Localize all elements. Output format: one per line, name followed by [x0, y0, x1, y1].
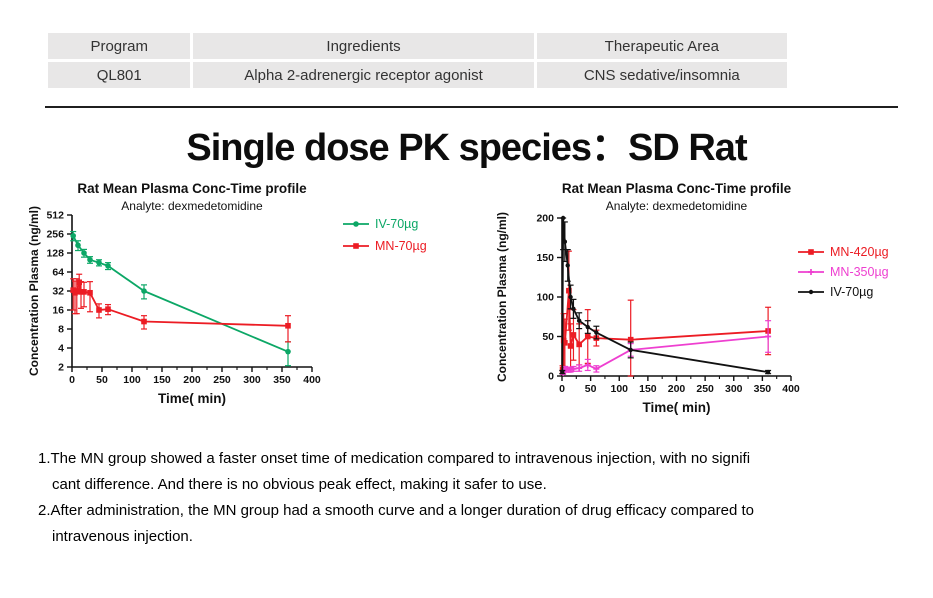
table-row: QL801 Alpha 2-adrenergic receptor agonis… [48, 62, 787, 88]
svg-text:Time( min): Time( min) [158, 391, 226, 406]
svg-text:2: 2 [58, 362, 64, 374]
left-chart-legend: IV-70µg MN-70µg [343, 216, 427, 253]
legend-label: MN-420µg [830, 244, 889, 259]
legend-item: MN-420µg [798, 244, 889, 259]
legend-label: IV-70µg [375, 216, 419, 231]
legend-marker-icon [798, 268, 824, 275]
svg-text:400: 400 [303, 374, 321, 386]
conclusion-notes: 1.The MN group showed a faster onset tim… [38, 446, 910, 550]
svg-text:0: 0 [559, 383, 565, 395]
svg-text:200: 200 [668, 383, 686, 395]
svg-text:8: 8 [58, 324, 64, 336]
note-1-line-2: cant difference. And there is no obvious… [52, 476, 547, 493]
svg-text:100: 100 [123, 374, 141, 386]
svg-text:300: 300 [243, 374, 261, 386]
svg-text:400: 400 [782, 383, 800, 395]
svg-text:128: 128 [46, 248, 64, 260]
svg-text:512: 512 [46, 210, 64, 222]
svg-text:0: 0 [69, 374, 75, 386]
legend-label: IV-70µg [830, 284, 874, 299]
svg-text:Rat Mean Plasma Conc-Time prof: Rat Mean Plasma Conc-Time profile [562, 181, 792, 196]
note-2-line-2: intravenous injection. [52, 528, 193, 545]
svg-text:250: 250 [213, 374, 231, 386]
svg-text:100: 100 [610, 383, 628, 395]
svg-text:Analyte: dexmedetomidine: Analyte: dexmedetomidine [606, 199, 748, 213]
svg-text:64: 64 [52, 267, 64, 279]
header-therapeutic-area: Therapeutic Area [536, 33, 787, 59]
svg-text:350: 350 [754, 383, 772, 395]
svg-text:150: 150 [536, 252, 554, 264]
right-pk-chart: Rat Mean Plasma Conc-Time profile Analyte… [496, 181, 800, 415]
legend-label: MN-350µg [830, 264, 889, 279]
program-table: Program Ingredients Therapeutic Area QL8… [45, 30, 790, 91]
svg-text:0: 0 [548, 371, 554, 383]
horizontal-divider [45, 106, 898, 108]
note-1-line-1: 1.The MN group showed a faster onset tim… [38, 450, 751, 467]
cell-ingredients: Alpha 2-adrenergic receptor agonist [193, 62, 534, 88]
svg-text:Analyte: dexmedetomidine: Analyte: dexmedetomidine [121, 199, 263, 213]
legend-item: MN-70µg [343, 238, 427, 253]
svg-text:200: 200 [183, 374, 201, 386]
svg-text:32: 32 [52, 286, 64, 298]
legend-marker-icon [343, 242, 369, 249]
cell-therapeutic-area: CNS sedative/insomnia [536, 62, 787, 88]
left-pk-chart: Rat Mean Plasma Conc-Time profile Analyte… [28, 181, 321, 406]
svg-text:256: 256 [46, 229, 64, 241]
right-chart-legend: MN-420µg MN-350µg IV-70µg [798, 244, 889, 299]
header-ingredients: Ingredients [193, 33, 534, 59]
svg-text:Concentration Plasma (ng/ml): Concentration Plasma (ng/ml) [496, 212, 509, 382]
svg-text:Concentration Plasma (ng/ml): Concentration Plasma (ng/ml) [28, 206, 41, 376]
svg-text:100: 100 [536, 292, 554, 304]
legend-marker-icon [343, 220, 369, 227]
svg-text:Rat Mean Plasma Conc-Time prof: Rat Mean Plasma Conc-Time profile [77, 181, 307, 196]
svg-text:Time( min): Time( min) [642, 400, 710, 415]
svg-text:4: 4 [58, 343, 64, 355]
table-header-row: Program Ingredients Therapeutic Area [48, 33, 787, 59]
svg-text:50: 50 [585, 383, 597, 395]
legend-marker-icon [798, 248, 824, 255]
svg-text:250: 250 [696, 383, 714, 395]
legend-marker-icon [798, 289, 824, 294]
svg-text:50: 50 [96, 374, 108, 386]
legend-item: MN-350µg [798, 264, 889, 279]
svg-text:200: 200 [536, 213, 554, 225]
legend-item: IV-70µg [798, 284, 889, 299]
svg-text:16: 16 [52, 305, 64, 317]
svg-text:350: 350 [273, 374, 291, 386]
legend-item: IV-70µg [343, 216, 427, 231]
svg-text:150: 150 [153, 374, 171, 386]
svg-text:150: 150 [639, 383, 657, 395]
legend-label: MN-70µg [375, 238, 427, 253]
cell-program: QL801 [48, 62, 191, 88]
note-2-line-1: 2.After administration, the MN group had… [38, 502, 754, 519]
header-program: Program [48, 33, 191, 59]
page-title: Single dose PK species：SD Rat [186, 127, 747, 169]
svg-text:300: 300 [725, 383, 743, 395]
svg-text:50: 50 [542, 331, 554, 343]
